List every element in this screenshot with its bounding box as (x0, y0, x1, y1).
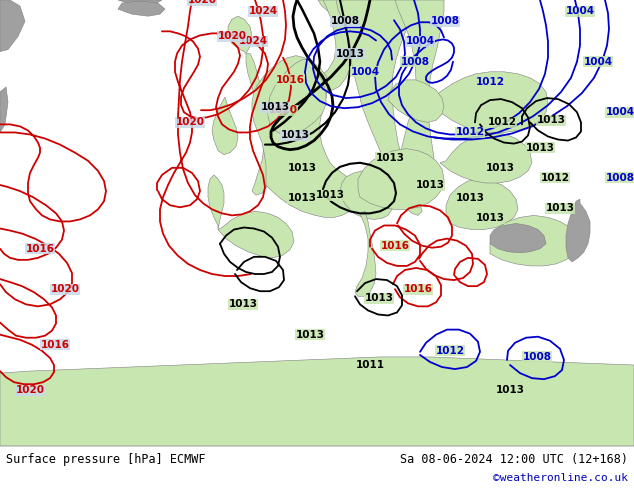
Text: 1016: 1016 (380, 241, 410, 251)
Text: 1008: 1008 (430, 16, 460, 26)
Text: 1004: 1004 (405, 36, 434, 47)
Text: 1013: 1013 (536, 115, 566, 125)
Polygon shape (566, 199, 590, 262)
Text: ©weatheronline.co.uk: ©weatheronline.co.uk (493, 473, 628, 483)
Text: 1012: 1012 (455, 127, 484, 138)
Text: 1004: 1004 (351, 67, 380, 77)
Text: 1011: 1011 (356, 360, 384, 370)
Text: 1013: 1013 (365, 294, 394, 303)
Polygon shape (440, 132, 532, 183)
Text: 1013: 1013 (261, 102, 290, 112)
Text: 1013: 1013 (287, 193, 316, 203)
Text: 1008: 1008 (401, 57, 429, 67)
Text: 1004: 1004 (583, 57, 612, 67)
Polygon shape (355, 211, 376, 296)
Text: 1016: 1016 (403, 284, 432, 294)
Text: 1013: 1013 (455, 193, 484, 203)
Text: 1013: 1013 (228, 299, 257, 309)
Text: 1020: 1020 (188, 0, 216, 5)
Text: 1013: 1013 (316, 190, 344, 200)
Text: 1004: 1004 (605, 107, 634, 117)
Text: 1004: 1004 (566, 6, 595, 16)
Text: 1013: 1013 (486, 163, 515, 173)
Polygon shape (430, 72, 548, 132)
Polygon shape (268, 60, 326, 134)
Polygon shape (212, 97, 238, 155)
Polygon shape (388, 80, 444, 122)
Polygon shape (246, 53, 274, 195)
Text: 1013: 1013 (280, 130, 309, 141)
Polygon shape (358, 148, 444, 209)
Polygon shape (208, 175, 224, 229)
Text: 1016: 1016 (25, 244, 55, 254)
Polygon shape (118, 0, 162, 5)
Polygon shape (252, 55, 360, 218)
Text: 1020: 1020 (269, 105, 297, 115)
Text: 1012: 1012 (476, 77, 505, 87)
Text: 1008: 1008 (522, 352, 552, 362)
Polygon shape (316, 0, 352, 90)
Text: 1013: 1013 (295, 330, 325, 340)
Text: 1013: 1013 (526, 143, 555, 152)
Polygon shape (318, 0, 422, 216)
Text: 1020: 1020 (15, 385, 44, 395)
Polygon shape (218, 211, 294, 258)
Polygon shape (446, 179, 518, 229)
Text: 1012: 1012 (541, 173, 569, 183)
Text: Surface pressure [hPa] ECMWF: Surface pressure [hPa] ECMWF (6, 453, 205, 466)
Text: 1012: 1012 (436, 346, 465, 356)
Text: 1012: 1012 (488, 117, 517, 127)
Text: 1016: 1016 (41, 340, 70, 350)
Polygon shape (395, 0, 444, 185)
Text: 1008: 1008 (330, 16, 359, 26)
Text: 1013: 1013 (476, 214, 505, 223)
Text: 1013: 1013 (375, 153, 404, 163)
Polygon shape (118, 1, 165, 16)
Text: 1024: 1024 (249, 6, 278, 16)
Text: 1024: 1024 (238, 36, 268, 47)
Polygon shape (0, 87, 8, 132)
Text: 1013: 1013 (496, 385, 524, 395)
Text: 1020: 1020 (51, 284, 79, 294)
Text: 1013: 1013 (335, 49, 365, 59)
Text: 1020: 1020 (217, 31, 247, 41)
Text: 1013: 1013 (545, 203, 574, 213)
Text: 1020: 1020 (176, 117, 205, 127)
Polygon shape (0, 357, 634, 446)
Polygon shape (340, 171, 394, 220)
Text: 1013: 1013 (287, 163, 316, 173)
Text: 1013: 1013 (415, 180, 444, 190)
Polygon shape (490, 216, 578, 266)
Text: Sa 08-06-2024 12:00 UTC (12+168): Sa 08-06-2024 12:00 UTC (12+168) (400, 453, 628, 466)
Polygon shape (0, 0, 25, 51)
Text: 1008: 1008 (605, 173, 634, 183)
Polygon shape (490, 223, 546, 253)
Polygon shape (228, 16, 252, 53)
Text: 1016: 1016 (276, 75, 304, 85)
